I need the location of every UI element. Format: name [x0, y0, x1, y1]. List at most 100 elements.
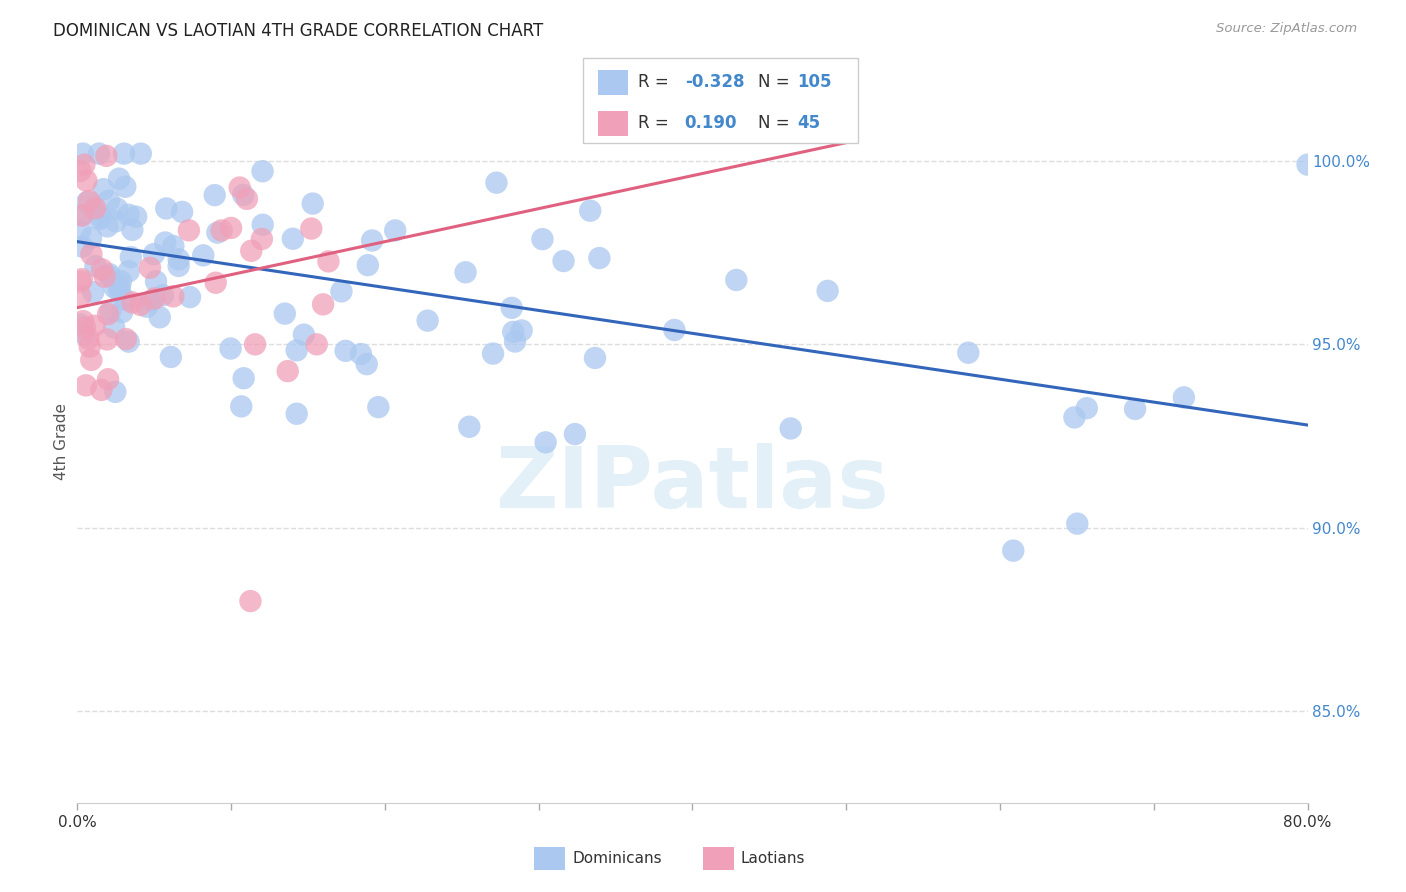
- Point: [252, 164, 274, 178]
- Point: [104, 214, 127, 228]
- Point: [503, 334, 526, 349]
- Point: [299, 221, 322, 235]
- Point: [69, 318, 91, 332]
- Point: [90, 211, 112, 225]
- Point: [90, 383, 112, 397]
- Point: [142, 247, 165, 261]
- Point: [356, 357, 378, 371]
- Text: R =: R =: [638, 114, 679, 132]
- Text: ZIPatlas: ZIPatlas: [495, 443, 890, 526]
- Point: [136, 300, 159, 314]
- Point: [501, 301, 523, 315]
- Point: [117, 334, 139, 349]
- Point: [384, 223, 406, 237]
- Point: [143, 292, 166, 306]
- Point: [361, 234, 384, 248]
- Point: [75, 174, 97, 188]
- Point: [817, 284, 839, 298]
- Point: [458, 419, 481, 434]
- Point: [73, 327, 96, 342]
- Point: [292, 327, 315, 342]
- Point: [274, 307, 297, 321]
- Point: [204, 276, 226, 290]
- Point: [91, 262, 114, 277]
- Point: [125, 210, 148, 224]
- Point: [70, 208, 93, 222]
- Point: [219, 342, 242, 356]
- Point: [129, 146, 152, 161]
- Point: [70, 272, 93, 286]
- Point: [179, 290, 201, 304]
- Point: [193, 248, 215, 262]
- Point: [330, 285, 353, 299]
- Point: [141, 293, 163, 308]
- Point: [69, 224, 91, 238]
- Point: [69, 275, 91, 289]
- Point: [108, 284, 131, 298]
- Point: [416, 313, 439, 327]
- Point: [485, 176, 508, 190]
- Point: [211, 223, 233, 237]
- Point: [240, 244, 263, 258]
- Point: [367, 400, 389, 414]
- Y-axis label: 4th Grade: 4th Grade: [53, 403, 69, 480]
- Text: 45: 45: [797, 114, 820, 132]
- Point: [80, 247, 103, 261]
- Point: [167, 252, 190, 267]
- Point: [531, 232, 554, 246]
- Point: [114, 179, 136, 194]
- Point: [1076, 401, 1098, 416]
- Point: [139, 260, 162, 275]
- Point: [72, 314, 94, 328]
- Point: [232, 371, 254, 385]
- Point: [108, 171, 131, 186]
- Point: [160, 350, 183, 364]
- Point: [73, 158, 96, 172]
- Point: [115, 332, 138, 346]
- Point: [553, 254, 575, 268]
- Point: [231, 400, 253, 414]
- Point: [103, 280, 125, 294]
- Point: [69, 289, 91, 303]
- Point: [502, 325, 524, 339]
- Text: Dominicans: Dominicans: [572, 851, 662, 865]
- Point: [482, 346, 505, 360]
- Point: [100, 304, 122, 318]
- Point: [243, 337, 266, 351]
- Point: [96, 219, 118, 234]
- Point: [236, 192, 259, 206]
- Point: [97, 372, 120, 386]
- Point: [1063, 410, 1085, 425]
- Point: [510, 323, 533, 337]
- Point: [98, 269, 121, 284]
- Point: [232, 187, 254, 202]
- Text: N =: N =: [758, 114, 794, 132]
- Point: [305, 337, 328, 351]
- Point: [96, 149, 118, 163]
- Point: [75, 378, 97, 392]
- Point: [219, 221, 242, 235]
- Point: [84, 201, 107, 215]
- Point: [72, 240, 94, 254]
- Point: [162, 239, 184, 253]
- Point: [121, 295, 143, 310]
- Point: [285, 343, 308, 358]
- Point: [117, 208, 139, 222]
- Text: 105: 105: [797, 73, 832, 91]
- Text: 0.190: 0.190: [685, 114, 737, 132]
- Point: [1066, 516, 1088, 531]
- Point: [110, 274, 132, 288]
- Point: [177, 223, 200, 237]
- Point: [312, 297, 335, 311]
- Point: [350, 347, 373, 361]
- Point: [97, 307, 120, 321]
- Point: [1173, 391, 1195, 405]
- Point: [583, 351, 606, 365]
- Point: [129, 298, 152, 312]
- Point: [252, 218, 274, 232]
- Point: [114, 293, 136, 307]
- Point: [155, 235, 177, 250]
- Point: [77, 194, 100, 208]
- Text: -0.328: -0.328: [685, 73, 744, 91]
- Point: [79, 340, 101, 354]
